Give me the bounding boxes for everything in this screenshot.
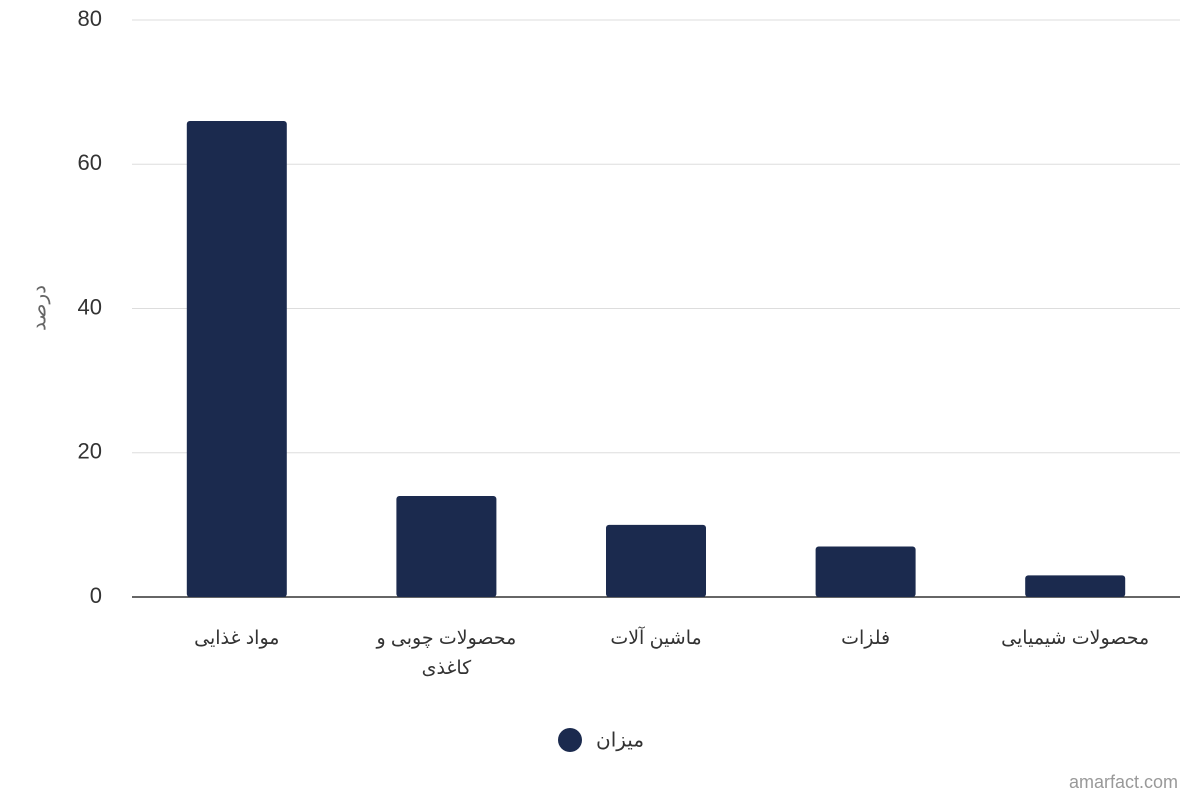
x-tick-label: ماشین آلات [610, 628, 702, 649]
bar [396, 496, 497, 597]
legend-marker [558, 728, 582, 752]
bar [815, 546, 916, 597]
x-tick-label: محصولات چوبی و کاغذی [376, 628, 517, 679]
bar [606, 524, 706, 597]
legend-label: میزان [596, 729, 644, 751]
y-tick-label: 80 [78, 6, 102, 31]
x-tick-label: مواد غذایی [194, 628, 280, 649]
y-axis-label: درصد [28, 285, 50, 331]
y-tick-label: 60 [78, 150, 102, 175]
bar [1025, 575, 1126, 597]
watermark: amarfact.com [1069, 772, 1178, 792]
x-tick-label: فلزات [841, 628, 891, 649]
y-tick-label: 20 [78, 439, 102, 464]
y-tick-label: 0 [90, 583, 102, 608]
bar [186, 120, 287, 597]
y-tick-label: 40 [78, 294, 102, 319]
x-tick-label: محصولات شیمیایی [1001, 628, 1150, 649]
